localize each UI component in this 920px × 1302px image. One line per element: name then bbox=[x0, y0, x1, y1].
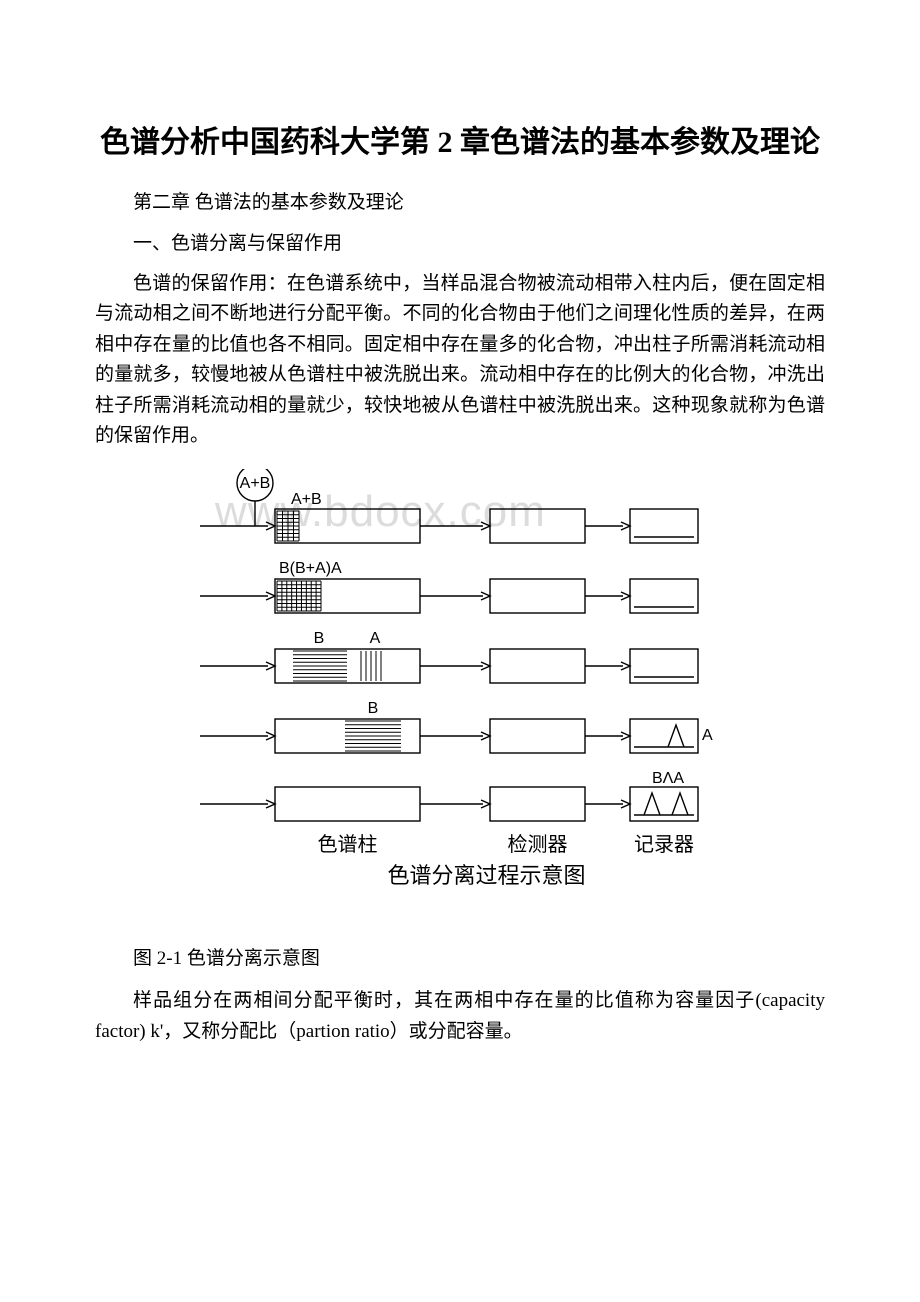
svg-text:A+B: A+B bbox=[240, 475, 271, 492]
svg-text:记录器: 记录器 bbox=[634, 833, 694, 856]
svg-text:色谱柱: 色谱柱 bbox=[318, 833, 378, 856]
svg-text:A: A bbox=[370, 630, 381, 647]
svg-text:B: B bbox=[368, 700, 379, 717]
chapter-subtitle: 第二章 色谱法的基本参数及理论 bbox=[95, 187, 825, 214]
section-heading: 一、色谱分离与保留作用 bbox=[95, 228, 825, 255]
page-title: 色谱分析中国药科大学第 2 章色谱法的基本参数及理论 bbox=[95, 120, 825, 165]
paragraph-2: 样品组分在两相间分配平衡时，其在两相中存在量的比值称为容量因子(capacity… bbox=[95, 986, 825, 1047]
svg-text:A+B: A+B bbox=[291, 491, 322, 508]
svg-text:A: A bbox=[702, 727, 713, 744]
svg-text:色谱分离过程示意图: 色谱分离过程示意图 bbox=[387, 863, 585, 888]
figure: A+B A+B B(B+A)A B A B A BΛA 色谱柱 检测器 记录器色谱分离过程示意图 bbox=[180, 469, 740, 921]
svg-text:B(B+A)A: B(B+A)A bbox=[279, 560, 342, 577]
paragraph-1: 色谱的保留作用：在色谱系统中，当样品混合物被流动相带入柱内后，便在固定相与流动相… bbox=[95, 269, 825, 451]
svg-text:检测器: 检测器 bbox=[508, 833, 568, 856]
svg-text:B: B bbox=[314, 630, 325, 647]
separation-diagram: A+B A+B B(B+A)A B A B A BΛA 色谱柱 检测器 记录器色谱分离过程示意图 bbox=[180, 469, 740, 921]
svg-text:BΛA: BΛA bbox=[652, 770, 684, 787]
figure-wrap: www.bdocx.com A+BA+BB(B+A)ABABABΛA色谱柱检测器… bbox=[95, 469, 825, 921]
figure-caption: 图 2-1 色谱分离示意图 bbox=[95, 943, 825, 970]
